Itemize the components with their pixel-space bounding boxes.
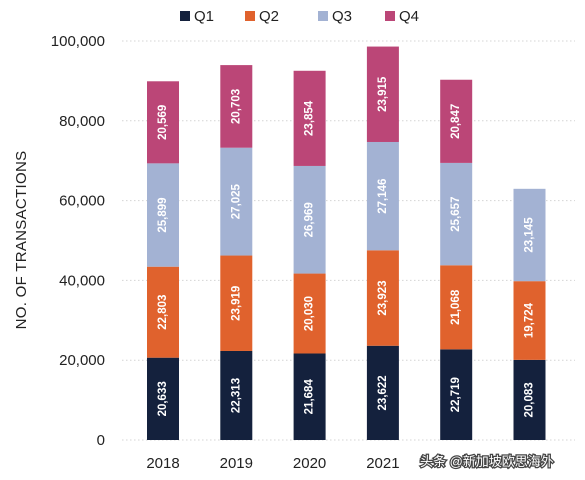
bar-value-label: 20,569 [157,105,169,140]
bar-segment [147,163,179,267]
bar-value-label: 22,803 [157,295,169,330]
bar-segment [366,46,399,142]
bar-value-label: 25,657 [450,197,462,232]
bar-value-label: 20,083 [524,382,536,417]
bars: 20,633 22,803 25,899 20,569 22,313 23,919 27,0… [147,46,546,440]
bar-segment [220,147,253,256]
bar-value-label: 20,633 [157,381,169,416]
bar-segment [366,250,399,346]
bar-value-label: 26,969 [304,202,316,237]
bar-value-label: 23,919 [230,286,242,321]
bar-segment [366,345,399,440]
bar-segment [513,359,546,440]
bar-value-label: 20,703 [230,89,242,124]
legend-swatch [318,11,328,21]
legend-label: Q2 [259,8,279,25]
bar-value-label: 23,145 [524,217,536,253]
y-tick-label: 0 [97,432,105,449]
legend-swatch [180,11,190,21]
bar-value-label: 22,719 [450,377,462,412]
x-tick-label: 2019 [220,455,253,472]
bar-segment [440,79,473,163]
bar-segment [440,349,473,440]
bar-value-label: 21,068 [450,289,462,325]
y-axis-title: NO. OF TRANSACTIONS [13,151,30,330]
legend-label: Q3 [332,8,352,25]
x-tick-label: 2021 [366,455,399,472]
legend-swatch [385,11,395,21]
bar-segment [293,165,326,274]
gridlines [122,40,575,441]
y-axis-ticks: 0 20,000 40,000 60,000 80,000 100,000 [51,33,105,449]
y-tick-label: 60,000 [59,193,105,210]
chart-legend: Q1 Q2 Q3 Q4 [180,8,419,25]
bar-segment [147,81,179,164]
bar-segment [147,266,179,358]
bar-value-label: 27,025 [230,183,242,219]
bar-value-label: 23,854 [304,100,316,136]
bar-value-label: 23,622 [377,375,389,410]
bar-segment [440,265,473,350]
bar-segment [293,70,326,166]
watermark: 头条 @新加坡欧思海外 [420,454,554,469]
bar-segment [440,162,473,266]
y-tick-label: 80,000 [59,113,105,130]
bar-segment [293,273,326,354]
bar-value-label: 20,030 [304,296,316,331]
legend-swatch [245,11,255,21]
legend-label: Q4 [399,8,419,25]
bar-value-label: 20,847 [450,104,462,139]
bar-value-label: 27,146 [377,179,389,214]
x-tick-label: 2020 [293,455,326,472]
bar-segment [220,65,253,148]
x-tick-label: 2018 [146,455,179,472]
legend-label: Q1 [194,8,214,25]
bar-segment [293,353,326,440]
y-tick-label: 40,000 [59,272,105,289]
x-axis-ticks: 2018 2019 2020 2021 [146,455,399,472]
bar-value-label: 21,684 [304,379,316,415]
bar-segment [513,188,546,282]
bar-value-label: 25,899 [157,197,169,232]
bar-value-label: 19,724 [524,302,536,338]
bar-value-label: 22,313 [230,378,242,413]
bar-segment [220,255,253,351]
bar-segment [220,350,253,440]
bar-segment [513,281,546,360]
y-tick-label: 20,000 [59,352,105,369]
bar-segment [147,357,179,440]
bar-value-label: 23,915 [377,76,389,112]
bar-value-label: 23,923 [377,280,389,315]
y-tick-label: 100,000 [51,33,105,50]
bar-segment [366,141,399,251]
